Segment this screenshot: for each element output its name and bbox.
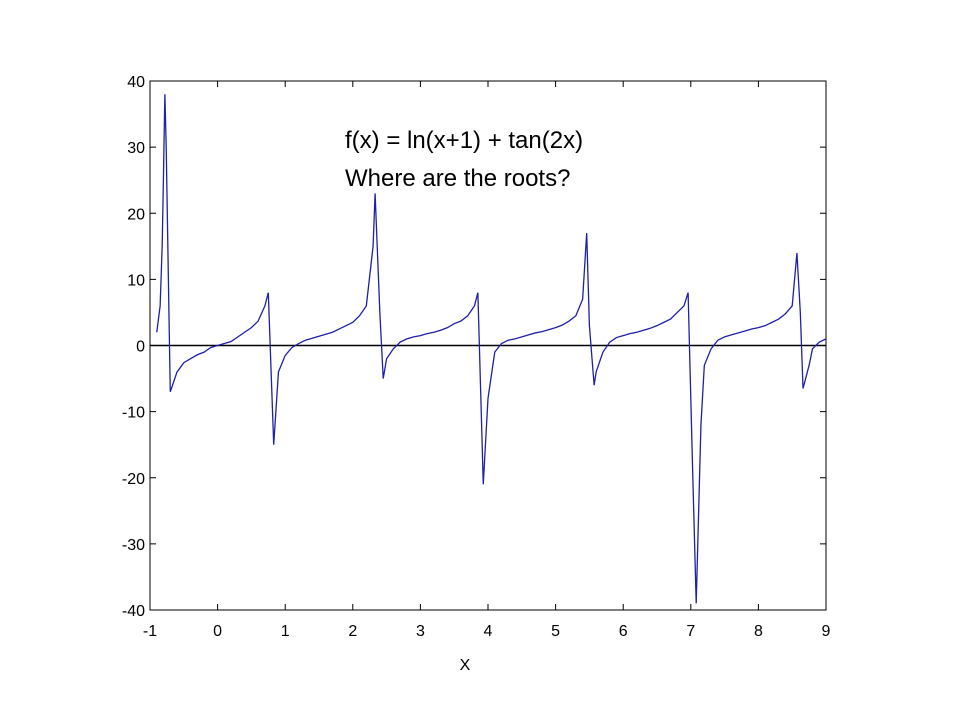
x-tick-label: -1 — [143, 623, 157, 640]
x-tick-label: 2 — [348, 623, 357, 640]
y-tick-label: -40 — [122, 603, 145, 620]
x-tick-label: 9 — [822, 623, 831, 640]
y-tick-label: -10 — [122, 405, 145, 422]
y-tick-label: 30 — [127, 140, 145, 157]
x-axis-label: X — [460, 657, 471, 674]
x-tick-label: 4 — [484, 623, 493, 640]
y-tick-label: 0 — [136, 339, 145, 356]
x-tick-label: 6 — [619, 623, 628, 640]
annotation: f(x) = ln(x+1) + tan(2x) — [345, 127, 583, 154]
x-tick-label: 7 — [686, 623, 695, 640]
y-tick-label: 20 — [127, 206, 145, 223]
x-tick-label: 5 — [551, 623, 560, 640]
y-tick-label: 10 — [127, 272, 145, 289]
data-line — [156, 94, 827, 604]
y-tick-label: -20 — [122, 471, 145, 488]
x-tick-label: 1 — [281, 623, 290, 640]
y-tick-label: 40 — [127, 74, 145, 91]
x-tick-label: 3 — [416, 623, 425, 640]
annotation: Where are the roots? — [345, 165, 570, 192]
x-tick-label: 0 — [213, 623, 222, 640]
x-tick-label: 8 — [754, 623, 763, 640]
y-tick-label: -30 — [122, 537, 145, 554]
